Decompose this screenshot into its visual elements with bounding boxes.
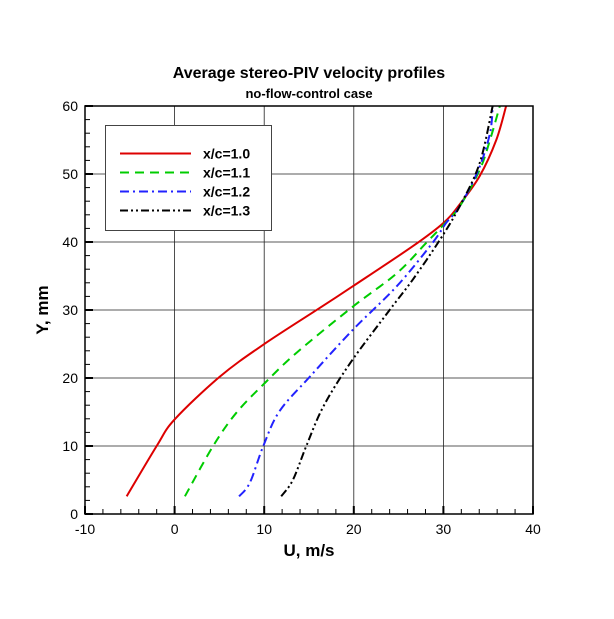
legend-label: x/c=1.3 — [203, 203, 250, 219]
y-tick-label: 50 — [62, 166, 78, 182]
x-tick-label: 30 — [436, 521, 452, 537]
y-tick-label: 0 — [70, 506, 78, 522]
series-line-x-c-1-3 — [280, 105, 494, 497]
series-line-x-c-1-1 — [184, 105, 501, 497]
chart-subtitle: no-flow-control case — [245, 86, 372, 101]
series-line-x-c-1-0 — [125, 105, 508, 497]
y-tick-label: 40 — [62, 234, 78, 250]
chart-title: Average stereo-PIV velocity profiles — [173, 65, 446, 82]
legend-label: x/c=1.1 — [203, 165, 250, 181]
series-line-x-c-1-2 — [238, 105, 494, 497]
y-tick-label: 10 — [62, 438, 78, 454]
x-axis-label: U, m/s — [283, 541, 334, 560]
y-tick-label: 30 — [62, 302, 78, 318]
x-tick-label: 40 — [525, 521, 541, 537]
x-tick-label: 20 — [346, 521, 362, 537]
legend-label: x/c=1.2 — [203, 184, 250, 200]
y-tick-label: 20 — [62, 370, 78, 386]
x-tick-label: -10 — [75, 521, 95, 537]
plot-frame — [84, 105, 534, 515]
x-tick-label: 0 — [171, 521, 179, 537]
legend-label: x/c=1.0 — [203, 146, 250, 162]
y-tick-label: 60 — [62, 98, 78, 114]
y-axis-label: Y, mm — [33, 285, 52, 334]
legend-box — [105, 125, 272, 231]
x-tick-label: 10 — [256, 521, 272, 537]
